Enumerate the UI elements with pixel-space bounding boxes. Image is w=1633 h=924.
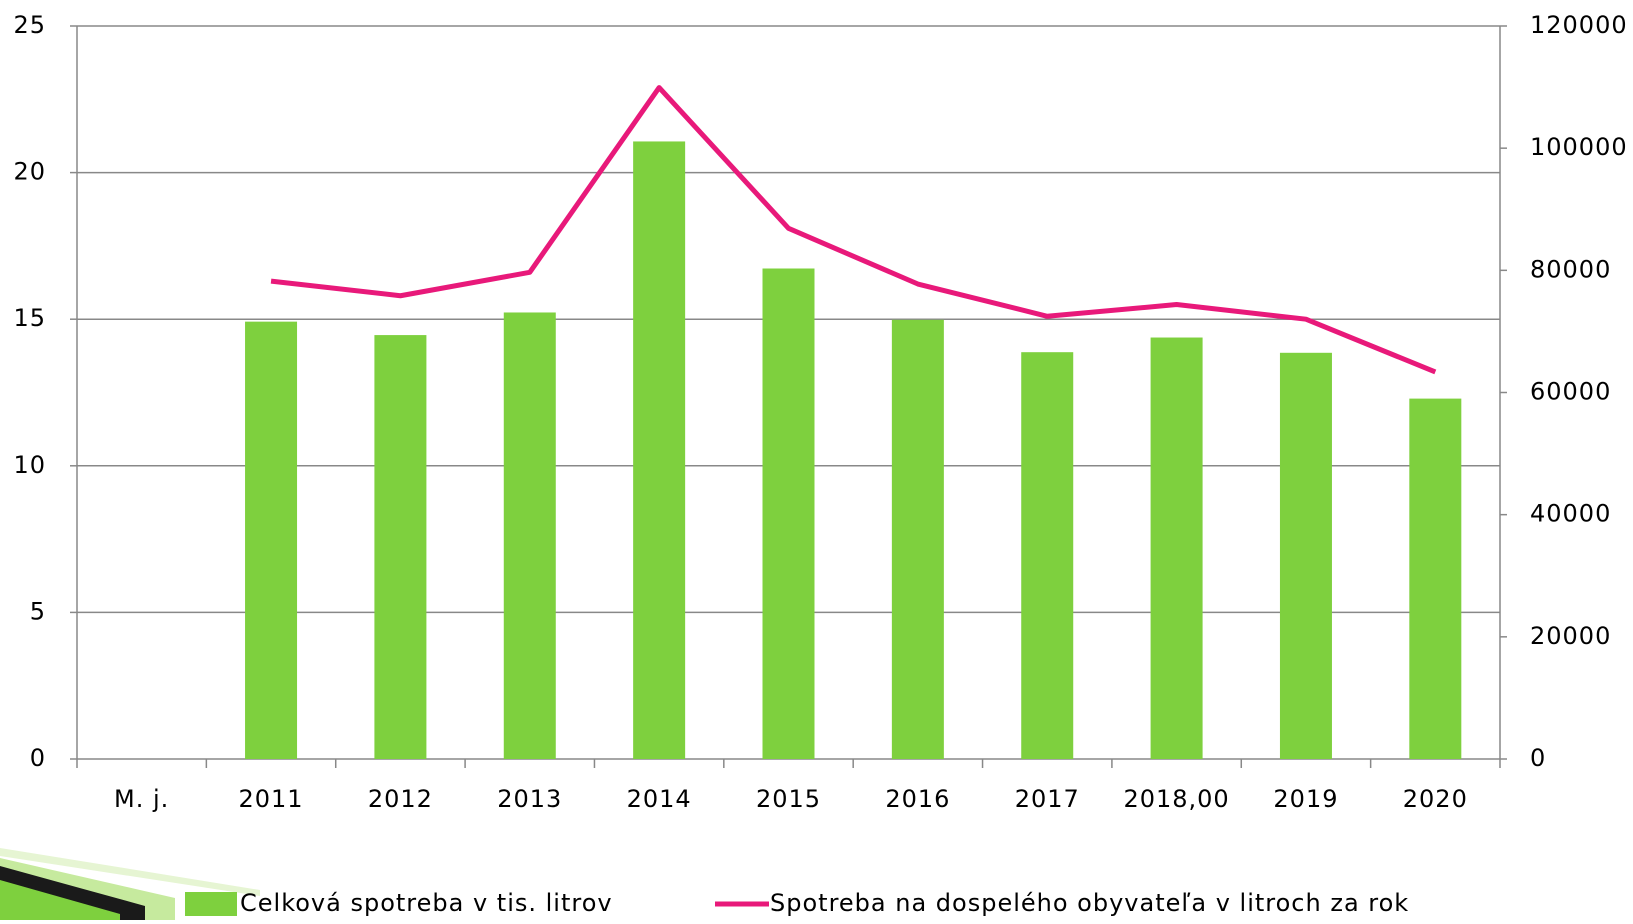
x-tick-label: 2015 [756,785,821,813]
bar [1280,353,1332,759]
y2-tick-label: 60000 [1530,378,1611,406]
x-tick-label: 2013 [497,785,562,813]
y-tick-label: 10 [13,451,46,479]
y-tick-label: 15 [13,304,46,332]
bar [245,322,297,759]
x-tick-label: 2014 [627,785,692,813]
bar [1151,338,1203,759]
legend-swatch [185,892,237,916]
legend-label: Celková spotreba v tis. litrov [240,889,613,917]
y-tick-label: 20 [13,158,46,186]
bar [1021,352,1073,759]
x-tick-label: 2012 [368,785,433,813]
x-tick-label: 2018,00 [1123,785,1229,813]
y2-tick-label: 0 [1530,744,1546,772]
bar [504,312,556,759]
x-tick-label: 2020 [1403,785,1468,813]
y2-tick-label: 100000 [1530,133,1628,161]
y2-tick-label: 20000 [1530,622,1611,650]
x-tick-label: 2011 [239,785,304,813]
legend-label: Spotreba na dospelého obyvateľa v litroc… [770,889,1409,917]
bar [633,141,685,759]
y2-tick-label: 40000 [1530,500,1611,528]
line [271,88,1435,372]
bar [374,335,426,759]
bar [892,320,944,759]
y2-tick-label: 80000 [1530,255,1611,283]
x-tick-label: 2016 [885,785,950,813]
x-tick-label: 2019 [1273,785,1338,813]
bar [763,269,815,759]
y-tick-label: 25 [13,11,46,39]
y-tick-label: 5 [30,597,46,625]
x-tick-label: 2017 [1015,785,1080,813]
y2-tick-label: 120000 [1530,11,1628,39]
bar [1409,399,1461,759]
chart: 0 5 10 15 20 25 0 20000 40000 60000 80000 100000 120… [0,0,1633,920]
x-tick-label: M. j. [114,785,169,813]
y-tick-label: 0 [30,744,46,772]
